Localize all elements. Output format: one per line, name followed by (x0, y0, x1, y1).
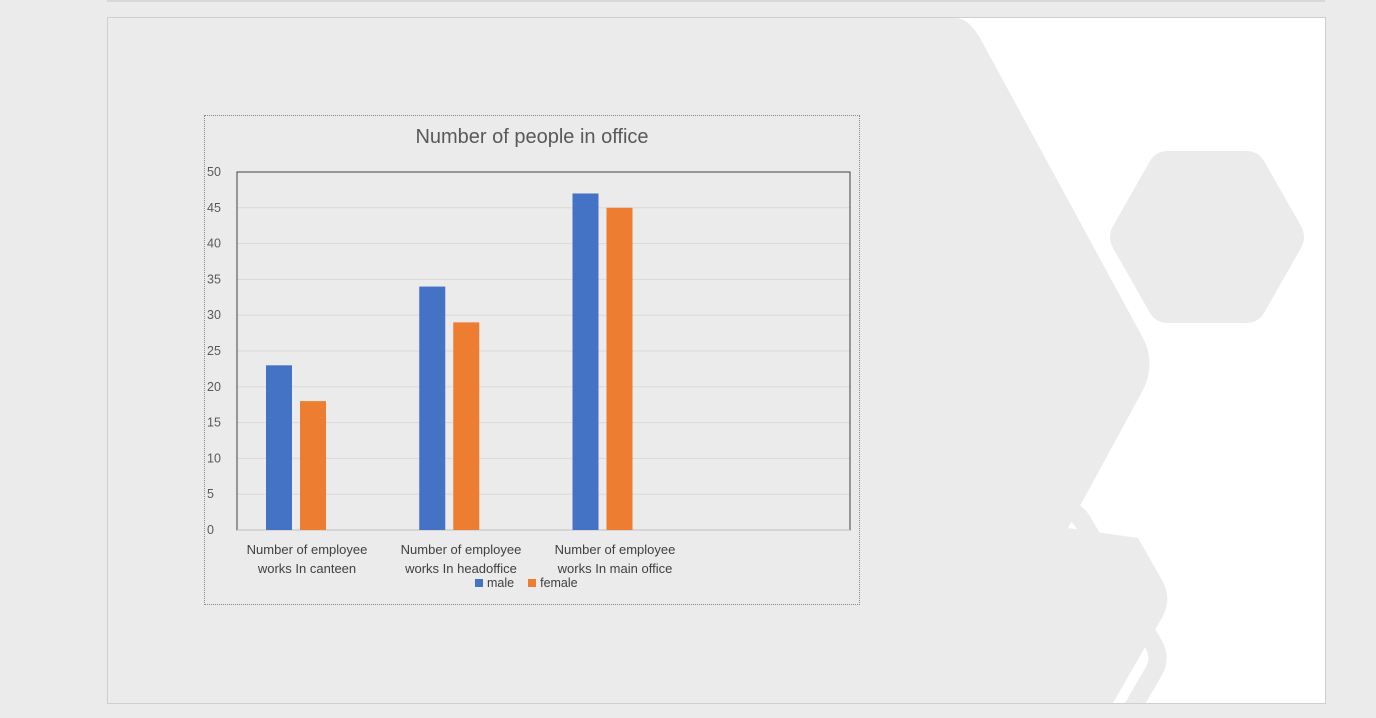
y-tick-label: 30 (207, 308, 221, 322)
y-tick-label: 35 (207, 272, 221, 286)
category-label-headoffice: Number of employee works In headoffice (400, 542, 522, 576)
category-label-main-office: Number of employee works In main office (554, 542, 676, 576)
window-top-edge (107, 0, 1325, 2)
legend-swatch-female (528, 579, 537, 587)
category-label-canteen: Number of employee works In canteen (246, 542, 368, 576)
bar-female-1 (453, 322, 480, 530)
y-tick-label: 20 (207, 380, 221, 394)
legend-item-male: male (475, 576, 514, 590)
legend-item-female: female (528, 576, 578, 590)
chart-title: Number of people in office (415, 126, 649, 148)
chart-legend: male female (475, 576, 578, 590)
y-tick-label: 45 (207, 201, 221, 215)
bar-male-2 (572, 193, 599, 530)
y-tick-label: 0 (207, 523, 214, 537)
bar-female-2 (606, 207, 633, 531)
y-tick-label: 15 (207, 416, 221, 430)
slide-canvas[interactable]: Number of people in office 0 5 10 15 20 25 30 3… (107, 17, 1326, 704)
y-tick-label: 25 (207, 344, 221, 358)
y-tick-label: 10 (207, 451, 221, 465)
legend-label-male: male (487, 576, 515, 590)
y-tick-label: 40 (207, 237, 221, 251)
bar-male-0 (266, 365, 292, 530)
bar-chart: 0 5 10 15 20 25 30 35 40 45 50 (207, 165, 851, 537)
chart-container[interactable]: Number of people in office 0 5 10 15 20 25 30 3… (204, 115, 860, 605)
legend-label-female: female (540, 576, 578, 590)
legend-swatch-male (475, 579, 483, 587)
bar-male-1 (419, 286, 446, 530)
grey-hexagon-top-right-shape (1110, 151, 1304, 323)
y-tick-label: 5 (207, 487, 214, 501)
grey-hexagon-outline-bottom (823, 500, 1167, 703)
bar-female-0 (300, 401, 326, 530)
y-tick-label: 50 (207, 165, 221, 179)
background-white-region-lower (1068, 528, 1325, 703)
slide-background-decoration (823, 18, 1325, 703)
